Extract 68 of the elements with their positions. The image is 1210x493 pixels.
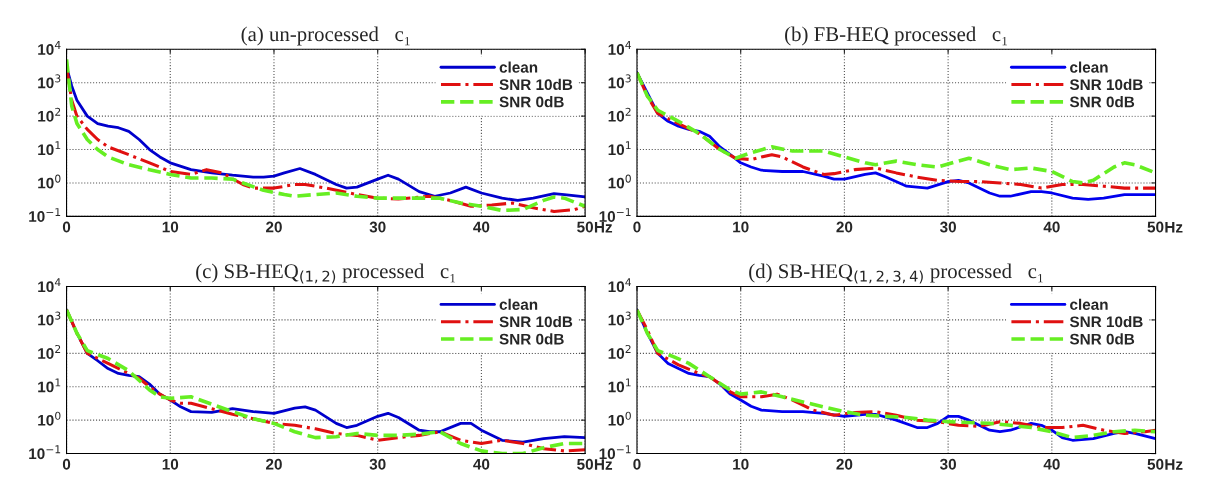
y-tick-label: 10$^{4}$ xyxy=(38,41,61,55)
y-tick-label: 10$^{3}$ xyxy=(608,74,631,89)
y-tick-label: 10$^{0}$ xyxy=(38,411,61,426)
y-tick-label: 10$^{0}$ xyxy=(608,411,631,426)
x-tick-label: 0 xyxy=(62,458,71,470)
legend-label: SNR 0dB xyxy=(1069,333,1135,345)
x-axis-title: Hz xyxy=(594,221,613,233)
y-tick-label: 10$^{2}$ xyxy=(38,107,61,122)
x-tick-label: 10 xyxy=(162,458,179,470)
chart-title: (c) SB-HEQ$_{(1,2)}$ processed c₁ xyxy=(196,263,456,284)
legend-label: clean xyxy=(499,298,538,310)
y-tick-label: 10$^{−1}$ xyxy=(599,445,631,460)
y-tick-label: 10$^{1}$ xyxy=(38,141,61,156)
y-tick-label: 10$^{4}$ xyxy=(608,278,632,293)
legend-label: SNR 0dB xyxy=(499,333,564,345)
legend-label: SNR 0dB xyxy=(1069,96,1135,108)
y-tick-label: 10$^{2}$ xyxy=(608,107,631,122)
x-axis-title: Hz xyxy=(1165,221,1183,233)
y-tick-label: 10$^{2}$ xyxy=(608,344,631,359)
y-tick-label: 10$^{−1}$ xyxy=(599,208,631,222)
x-tick-label: 10 xyxy=(733,458,749,470)
legend-label: SNR 0dB xyxy=(499,96,564,108)
x-tick-label: 50 xyxy=(1147,221,1164,233)
legend-label: clean xyxy=(1070,298,1108,310)
x-tick-label: 0 xyxy=(633,221,641,233)
legend-label: SNR 10dB xyxy=(499,316,573,328)
y-tick-label: 10$^{3}$ xyxy=(38,311,61,326)
x-tick-label: 30 xyxy=(369,221,386,233)
x-tick-label: 40 xyxy=(1043,458,1060,470)
y-tick-label: 10$^{0}$ xyxy=(608,174,631,189)
y-tick-label: 10$^{4}$ xyxy=(38,278,61,293)
y-tick-label: 10$^{−1}$ xyxy=(29,208,61,222)
x-tick-label: 50 xyxy=(577,221,593,233)
y-tick-label: 10$^{4}$ xyxy=(608,41,632,55)
legend-label: SNR 10dB xyxy=(499,78,573,91)
x-tick-label: 10 xyxy=(162,221,179,233)
x-tick-label: 30 xyxy=(369,458,386,470)
legend-label: clean xyxy=(499,61,538,73)
chart-title: (b) FB-HEQ processed c₁ xyxy=(785,26,1007,46)
y-tick-label: 10$^{2}$ xyxy=(38,344,61,359)
x-tick-label: 30 xyxy=(939,458,956,470)
x-tick-label: 10 xyxy=(733,221,749,233)
x-axis-title: Hz xyxy=(594,459,613,470)
x-tick-label: 20 xyxy=(836,458,853,470)
legend-label: SNR 10dB xyxy=(1069,78,1143,91)
chart-title: (a) un-processed c₁ xyxy=(241,26,410,46)
y-tick-label: 10$^{3}$ xyxy=(38,74,61,89)
y-tick-label: 10$^{3}$ xyxy=(608,311,631,326)
legend-label: clean xyxy=(1070,61,1108,73)
x-tick-label: 40 xyxy=(1043,221,1060,233)
x-tick-label: 30 xyxy=(939,221,956,233)
x-tick-label: 0 xyxy=(633,458,641,470)
y-tick-label: 10$^{−1}$ xyxy=(29,445,61,460)
chart-title: (d) SB-HEQ$_{(1,2,3,4)}$ processed c₁ xyxy=(749,263,1043,284)
y-tick-label: 10$^{1}$ xyxy=(608,141,631,156)
legend-label: SNR 10dB xyxy=(1069,316,1143,328)
x-axis-title: Hz xyxy=(1165,459,1183,470)
x-tick-label: 50 xyxy=(1147,458,1164,470)
y-tick-label: 10$^{0}$ xyxy=(38,174,61,189)
y-tick-label: 10$^{1}$ xyxy=(608,378,631,393)
x-tick-label: 0 xyxy=(62,221,71,233)
x-tick-label: 20 xyxy=(266,458,282,470)
x-tick-label: 40 xyxy=(473,458,490,470)
x-tick-label: 50 xyxy=(577,458,593,470)
x-tick-label: 20 xyxy=(266,221,282,233)
x-tick-label: 20 xyxy=(836,221,853,233)
x-tick-label: 40 xyxy=(473,221,490,233)
y-tick-label: 10$^{1}$ xyxy=(38,378,61,393)
